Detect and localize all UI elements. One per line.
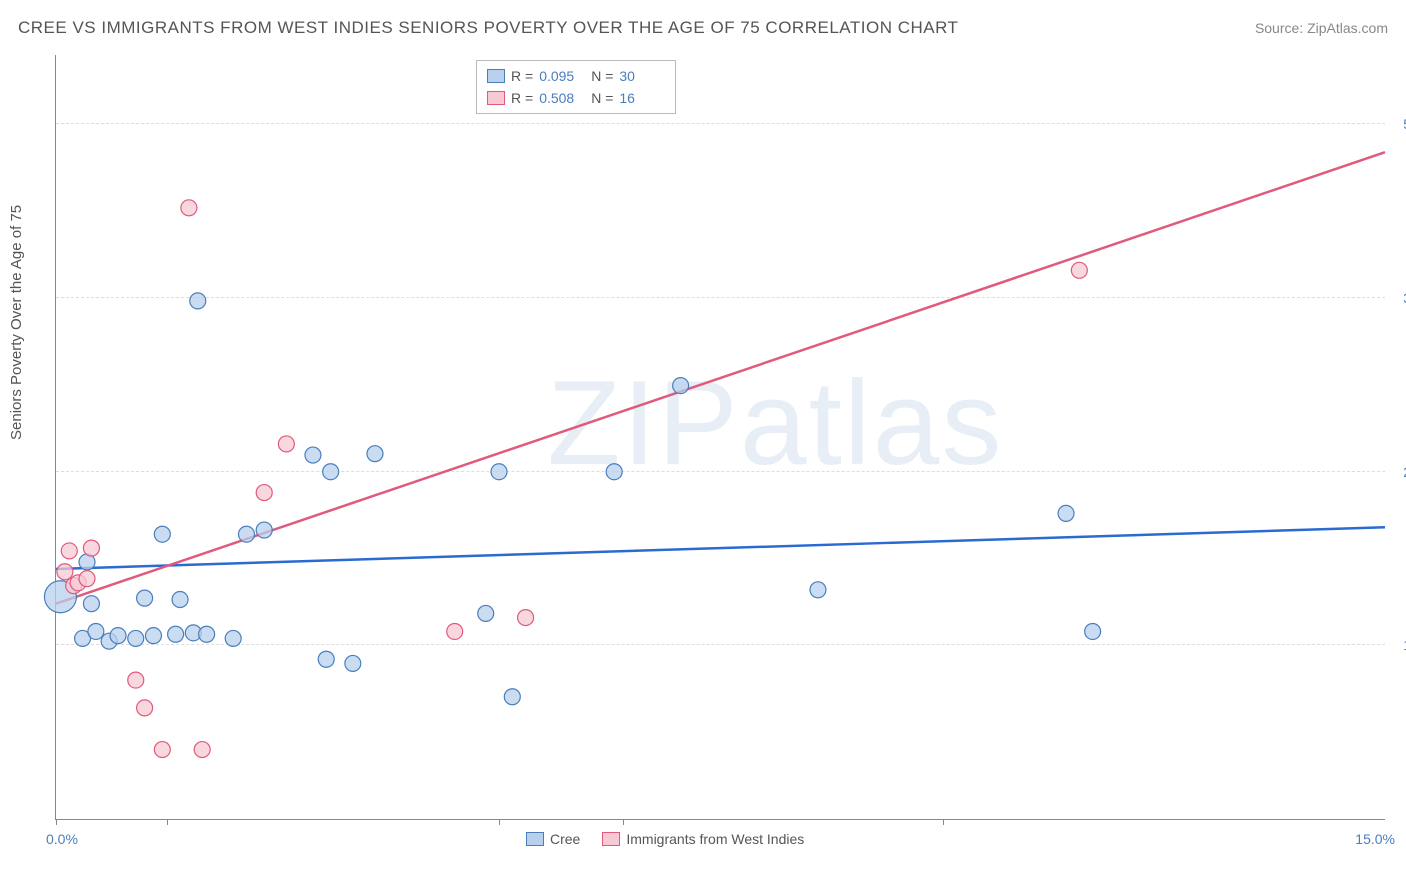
legend-row-0: R = 0.095 N = 30 [487, 65, 665, 87]
x-tick [943, 819, 944, 825]
series-legend: Cree Immigrants from West Indies [526, 831, 804, 847]
scatter-point [810, 582, 826, 598]
legend-n-label-0: N = [591, 65, 613, 87]
y-tick-label-3: 50.0% [1391, 116, 1406, 132]
scatter-point [1071, 262, 1087, 278]
scatter-point [83, 540, 99, 556]
scatter-point [128, 672, 144, 688]
scatter-point [145, 628, 161, 644]
legend-r-value-0: 0.095 [539, 65, 585, 87]
legend-n-label-1: N = [591, 87, 613, 109]
scatter-point [345, 655, 361, 671]
scatter-point [88, 623, 104, 639]
legend-n-value-0: 30 [619, 65, 665, 87]
legend-swatch-1 [487, 91, 505, 105]
y-tick-label-0: 12.5% [1391, 637, 1406, 653]
legend-bottom-label-1: Immigrants from West Indies [626, 831, 804, 847]
x-tick [56, 819, 57, 825]
source-attribution: Source: ZipAtlas.com [1255, 20, 1388, 36]
x-tick [167, 819, 168, 825]
scatter-point [1058, 505, 1074, 521]
scatter-point [238, 526, 254, 542]
y-tick-label-2: 37.5% [1391, 290, 1406, 306]
legend-bottom-swatch-0 [526, 832, 544, 846]
scatter-point [137, 700, 153, 716]
scatter-svg [56, 55, 1385, 819]
legend-r-label-0: R = [511, 65, 533, 87]
scatter-point [673, 378, 689, 394]
trendline-0 [56, 527, 1385, 569]
legend-bottom-label-0: Cree [550, 831, 580, 847]
scatter-point [447, 623, 463, 639]
legend-r-value-1: 0.508 [539, 87, 585, 109]
scatter-point [225, 630, 241, 646]
scatter-point [137, 590, 153, 606]
legend-item-0: Cree [526, 831, 580, 847]
scatter-point [181, 200, 197, 216]
scatter-point [318, 651, 334, 667]
x-axis-max-label: 15.0% [1355, 831, 1395, 847]
scatter-point [199, 626, 215, 642]
scatter-point [61, 543, 77, 559]
scatter-point [190, 293, 206, 309]
scatter-point [278, 436, 294, 452]
x-tick [623, 819, 624, 825]
y-tick-label-1: 25.0% [1391, 464, 1406, 480]
scatter-point [367, 446, 383, 462]
legend-bottom-swatch-1 [602, 832, 620, 846]
correlation-legend: R = 0.095 N = 30 R = 0.508 N = 16 [476, 60, 676, 114]
scatter-point [518, 610, 534, 626]
scatter-point [194, 742, 210, 758]
scatter-point [1085, 623, 1101, 639]
scatter-point [323, 464, 339, 480]
x-axis-min-label: 0.0% [46, 831, 78, 847]
scatter-point [128, 630, 144, 646]
scatter-point [305, 447, 321, 463]
legend-r-label-1: R = [511, 87, 533, 109]
x-tick [499, 819, 500, 825]
scatter-point [256, 485, 272, 501]
scatter-point [478, 605, 494, 621]
scatter-point [504, 689, 520, 705]
scatter-point [606, 464, 622, 480]
scatter-point [172, 592, 188, 608]
scatter-point [154, 742, 170, 758]
legend-row-1: R = 0.508 N = 16 [487, 87, 665, 109]
legend-swatch-0 [487, 69, 505, 83]
legend-n-value-1: 16 [619, 87, 665, 109]
scatter-point [83, 596, 99, 612]
scatter-point [168, 626, 184, 642]
scatter-point [256, 522, 272, 538]
chart-container: CREE VS IMMIGRANTS FROM WEST INDIES SENI… [0, 0, 1406, 892]
scatter-point [57, 564, 73, 580]
scatter-point [491, 464, 507, 480]
plot-area: ZIPatlas 12.5% 25.0% 37.5% 50.0% 0.0% 15… [55, 55, 1385, 820]
legend-item-1: Immigrants from West Indies [602, 831, 804, 847]
chart-title: CREE VS IMMIGRANTS FROM WEST INDIES SENI… [18, 18, 958, 38]
trendline-1 [56, 152, 1385, 603]
scatter-point [154, 526, 170, 542]
scatter-point [79, 571, 95, 587]
scatter-point [110, 628, 126, 644]
y-axis-label: Seniors Poverty Over the Age of 75 [8, 205, 25, 440]
